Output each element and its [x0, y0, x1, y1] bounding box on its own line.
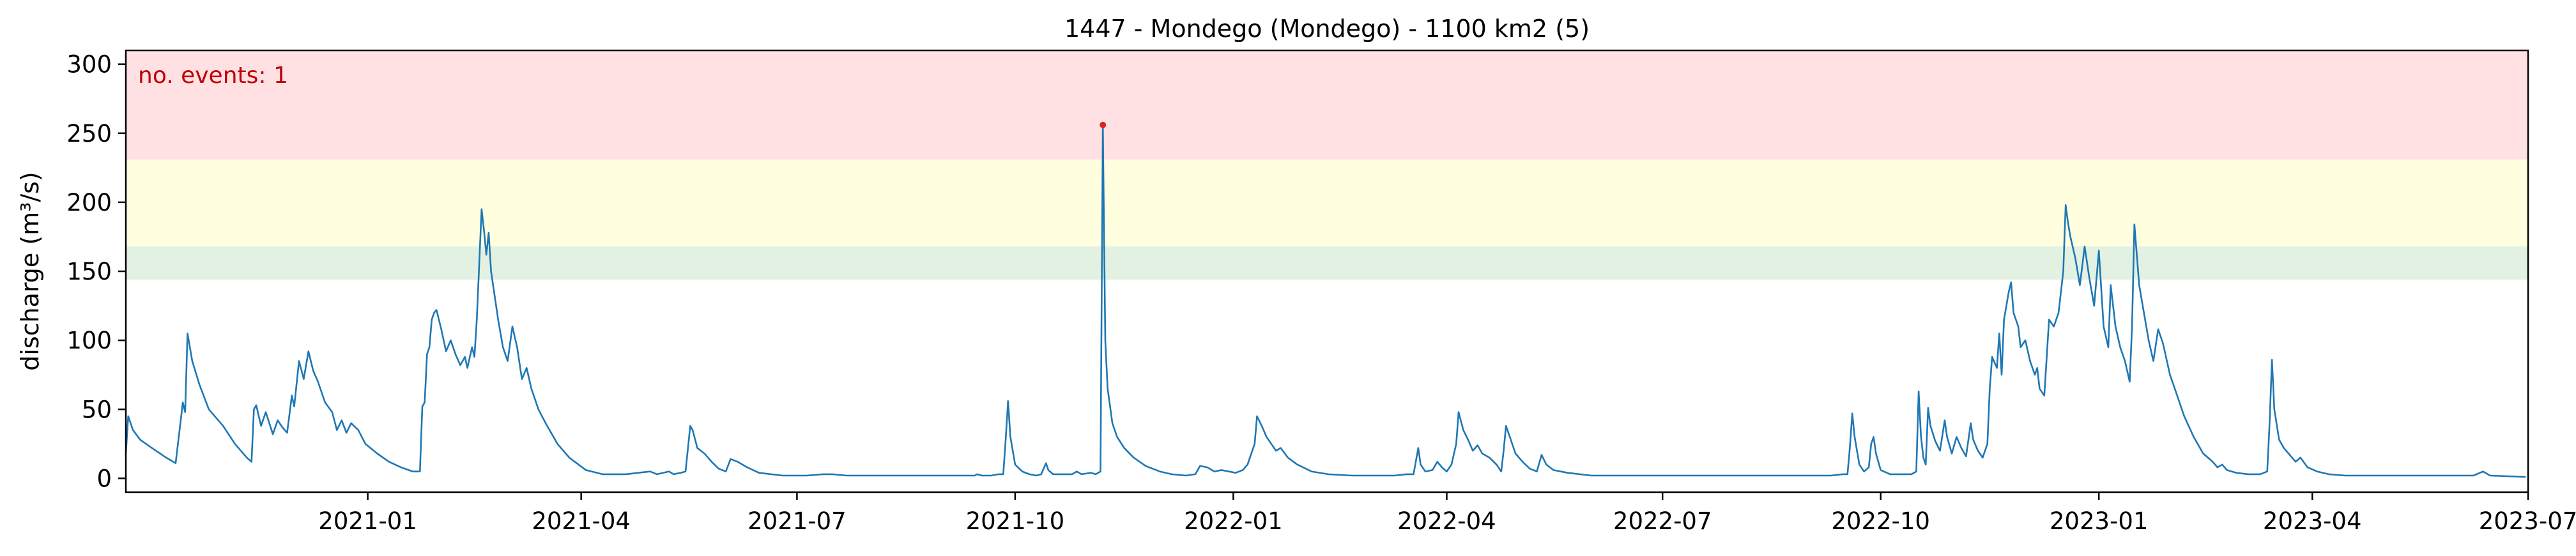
x-tick-label: 2023-07 [2479, 507, 2576, 535]
y-tick-label: 50 [82, 396, 112, 423]
y-tick-label: 100 [66, 327, 112, 354]
y-tick-label: 0 [96, 465, 112, 492]
x-tick-label: 2022-01 [1184, 507, 1283, 535]
y-tick-label: 250 [66, 120, 112, 147]
x-tick-label: 2021-10 [966, 507, 1065, 535]
y-tick-label: 300 [66, 51, 112, 79]
series-line-0 [125, 124, 2526, 478]
x-tick-label: 2022-07 [1613, 507, 1712, 535]
threshold-bands [126, 50, 2528, 280]
y-tick-label: 150 [66, 258, 112, 285]
y-axis: 0 50 100 150 200 250 300 [66, 51, 126, 492]
discharge-series [125, 124, 2526, 478]
x-tick-label: 2022-04 [1397, 507, 1496, 535]
x-tick-label: 2021-01 [318, 507, 417, 535]
x-tick-label: 2023-04 [2263, 507, 2362, 535]
chart-title: 1447 - Mondego (Mondego) - 1100 km2 (5) [1064, 15, 1590, 43]
event-markers [1100, 121, 1107, 128]
x-tick-label: 2021-07 [747, 507, 847, 535]
event-marker-0 [1100, 121, 1107, 128]
x-tick-label: 2021-04 [532, 507, 631, 535]
y-tick-label: 200 [66, 189, 112, 216]
events-annotation: no. events: 1 [138, 63, 288, 89]
x-tick-label: 2023-01 [2050, 507, 2149, 535]
x-axis: 2021-01 2021-04 2021-07 2021-10 2022-01 2022-… [318, 492, 2576, 535]
threshold-band-1 [126, 159, 2528, 247]
y-axis-label: discharge (m³/s) [16, 172, 44, 371]
threshold-band-0 [126, 246, 2528, 280]
threshold-band-2 [126, 50, 2528, 160]
x-tick-label: 2022-10 [1831, 507, 1930, 535]
